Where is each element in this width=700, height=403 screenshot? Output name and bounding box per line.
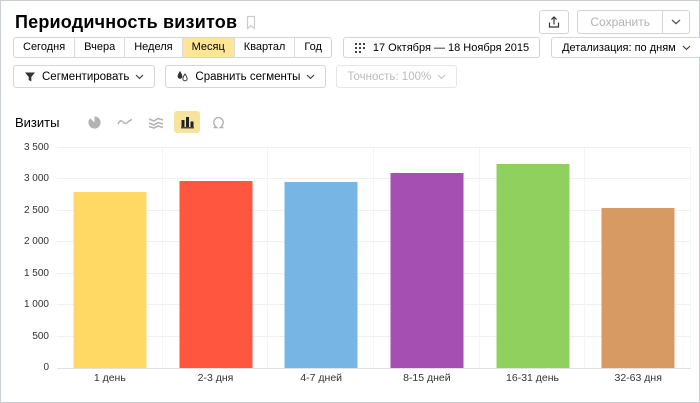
export-icon <box>547 15 561 29</box>
compare-label: Сравнить сегменты <box>195 70 301 83</box>
vertical-gridline <box>161 148 163 368</box>
header-actions: Сохранить <box>539 10 690 34</box>
area-chart-icon[interactable] <box>143 111 169 133</box>
plot-area: 0 500 1 000 1 500 2 000 2 500 3 000 3 500 <box>24 142 691 373</box>
period-tab[interactable]: Вчера <box>75 38 126 57</box>
x-axis-tick-label: 4-7 дней <box>300 372 343 384</box>
export-button[interactable] <box>539 10 570 34</box>
bar-slot <box>57 148 163 368</box>
bar[interactable] <box>496 164 570 368</box>
bar-chart-icon[interactable] <box>174 111 201 133</box>
bar-slot <box>480 148 586 368</box>
y-axis-tick-label: 3 000 <box>23 173 49 185</box>
y-axis-tick-label: 2 000 <box>23 236 49 248</box>
bar[interactable] <box>179 181 252 368</box>
metric-label: Визиты <box>15 114 60 130</box>
period-toolbar: Сегодня Вчера Неделя Месяц Квартал Год 17 Окт… <box>13 37 700 58</box>
vertical-gridline <box>690 148 691 368</box>
gridline <box>57 241 691 243</box>
period-tab[interactable]: Сегодня <box>14 38 76 57</box>
chevron-down-icon <box>135 74 144 80</box>
chevron-down-icon <box>671 19 681 25</box>
period-tab[interactable]: Неделя <box>125 38 183 57</box>
compare-segments-button[interactable]: Сравнить сегменты <box>165 65 327 88</box>
line-chart-icon[interactable] <box>112 111 138 133</box>
save-button-group: Сохранить <box>577 10 690 34</box>
bookmark-icon[interactable] <box>245 15 257 30</box>
bar-slot <box>163 148 269 368</box>
gridline <box>57 147 691 148</box>
y-axis-tick-label: 500 <box>32 330 49 342</box>
segment-label: Сегментировать <box>42 70 130 83</box>
period-tabs: Сегодня Вчера Неделя Месяц Квартал Год <box>13 37 332 58</box>
x-axis-tick-label: 2-3 дня <box>197 372 234 384</box>
gridline <box>57 272 691 274</box>
period-tab[interactable]: Год <box>304 41 322 53</box>
bar[interactable] <box>390 173 464 368</box>
vertical-gridline <box>373 148 374 368</box>
detail-label: Детализация: по дням <box>562 41 676 54</box>
filter-icon <box>24 71 36 83</box>
precision-button[interactable]: Точность: 100% <box>336 65 458 88</box>
date-range-button[interactable]: 17 Октября — 18 Ноября 2015 <box>342 37 541 58</box>
gridline <box>57 368 691 369</box>
vertical-gridline <box>267 148 269 368</box>
gridline <box>57 335 691 337</box>
bar[interactable] <box>601 208 675 368</box>
vertical-gridline <box>584 148 586 368</box>
period-tab[interactable]: Месяц <box>182 38 235 57</box>
period-tab[interactable]: Квартал <box>235 38 296 57</box>
precision-label: Точность: 100% <box>347 70 432 83</box>
segment-toolbar: Сегментировать Сравнить сегменты Точност… <box>13 65 458 88</box>
metric-row: Визиты <box>15 109 236 135</box>
x-axis-tick-label: 16-31 день <box>506 372 560 384</box>
x-axis-tick-label: 32-63 дня <box>614 372 662 384</box>
bar[interactable] <box>284 182 358 368</box>
vertical-gridline <box>478 148 480 368</box>
bar-chart: 0 500 1 000 1 500 2 000 2 500 3 000 3 500 1 ден… <box>1 142 699 402</box>
chevron-down-icon <box>682 45 691 51</box>
pie-chart-icon[interactable] <box>81 111 107 133</box>
y-axis-tick-label: 1 500 <box>23 267 49 279</box>
map-icon[interactable] <box>205 111 231 133</box>
chevron-down-icon <box>437 74 446 80</box>
header: Периодичность визитов Сохранить <box>15 8 690 36</box>
chevron-down-icon <box>306 74 315 80</box>
bar[interactable] <box>73 192 147 368</box>
y-axis-tick-label: 3 500 <box>23 142 49 153</box>
y-axis-tick-label: 0 <box>43 362 49 373</box>
x-axis-labels: 1 день 2-3 дня 4-7 дней 8-15 дней 16-31 день… <box>57 372 691 384</box>
gridline <box>57 304 691 306</box>
segment-button[interactable]: Сегментировать <box>13 65 156 88</box>
y-axis-tick-label: 1 000 <box>23 299 49 311</box>
date-range-label: 17 Октября — 18 Ноября 2015 <box>372 41 530 54</box>
save-dropdown-button[interactable] <box>662 11 689 33</box>
bar-slot <box>585 148 691 368</box>
compare-drops-icon <box>176 70 189 83</box>
bar-slot <box>374 148 480 368</box>
bar-slot <box>268 148 374 368</box>
save-button[interactable]: Сохранить <box>590 15 650 29</box>
y-axis-tick-label: 2 500 <box>23 204 49 216</box>
x-axis-tick-label: 1 день <box>93 372 126 384</box>
gridline <box>57 209 691 211</box>
detail-button[interactable]: Детализация: по дням <box>551 37 700 58</box>
x-axis-tick-label: 8-15 дней <box>403 372 451 384</box>
page-title: Периодичность визитов <box>15 11 238 32</box>
bars-container <box>57 148 691 368</box>
gridline <box>57 178 691 180</box>
calendar-icon <box>354 42 367 54</box>
